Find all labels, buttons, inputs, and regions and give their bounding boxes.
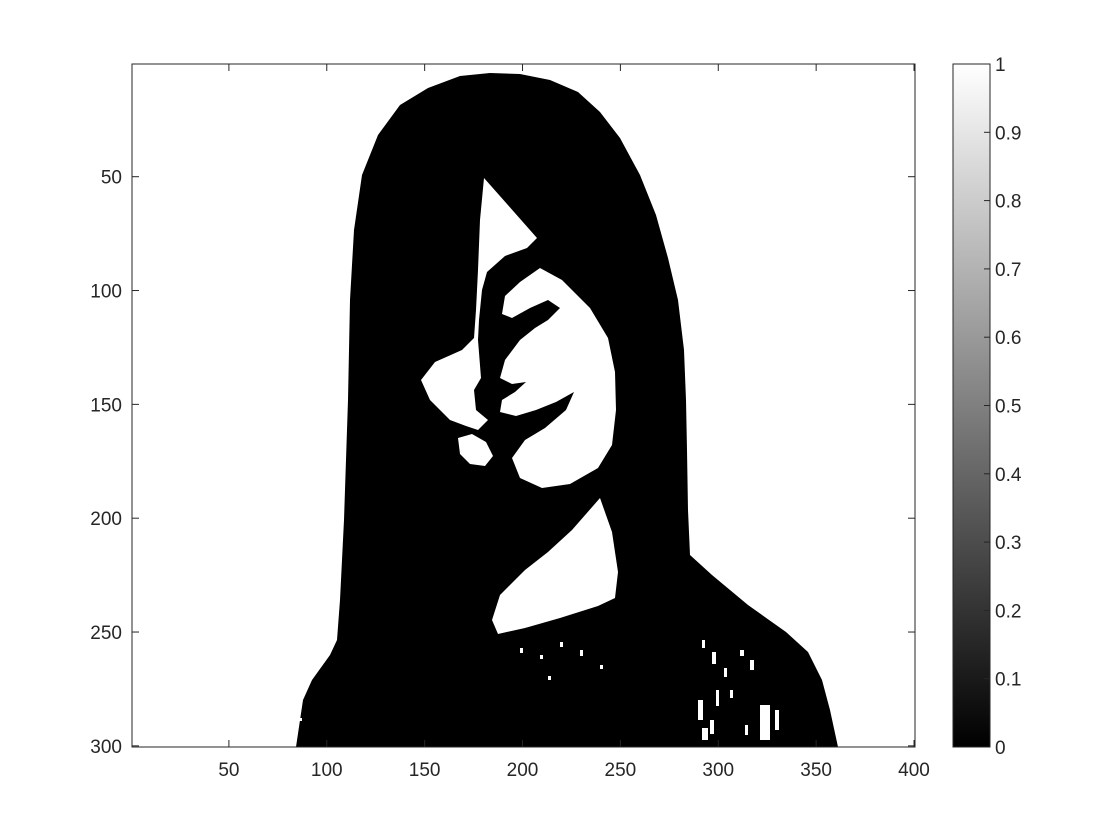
y-tick-label: 300 <box>90 737 122 758</box>
colorbar: 0 0.1 0.2 0.3 0.4 0.5 0.6 0.7 0.8 0.9 1 <box>952 55 1022 759</box>
image-neck <box>492 498 618 634</box>
colorbar-tick-label: 0.3 <box>995 533 1021 554</box>
colorbar-tick-label: 0.4 <box>995 465 1022 486</box>
x-tick-label: 350 <box>800 760 832 781</box>
image-speckles <box>290 640 779 740</box>
colorbar-ticks: 0 0.1 0.2 0.3 0.4 0.5 0.6 0.7 0.8 0.9 1 <box>984 55 1022 759</box>
x-tick-label: 200 <box>507 760 539 781</box>
x-tick-label: 100 <box>311 760 343 781</box>
x-axis: 50 100 150 200 250 300 350 400 <box>218 64 930 781</box>
y-tick-label: 100 <box>90 282 122 303</box>
y-tick-label: 50 <box>101 168 122 189</box>
x-tick-label: 300 <box>702 760 734 781</box>
image-plot <box>132 64 915 747</box>
y-axis: 50 100 150 200 250 300 <box>90 168 915 758</box>
colorbar-tick-label: 1 <box>995 55 1006 76</box>
x-tick-label: 400 <box>898 760 930 781</box>
y-tick-label: 150 <box>90 395 122 416</box>
x-tick-label: 150 <box>409 760 441 781</box>
colorbar-tick-label: 0.5 <box>995 397 1021 418</box>
axes-frame <box>131 63 916 748</box>
colorbar-tick-label: 0.7 <box>995 260 1021 281</box>
colorbar-tick-label: 0.1 <box>995 670 1021 691</box>
x-tick-label: 50 <box>218 760 239 781</box>
colorbar-tick-label: 0 <box>995 738 1006 759</box>
y-tick-label: 200 <box>90 509 122 530</box>
colorbar-tick-label: 0.9 <box>995 123 1021 144</box>
image-chin <box>458 434 493 466</box>
image-cheek <box>500 268 616 488</box>
colorbar-tick-label: 0.8 <box>995 192 1021 213</box>
colorbar-tick-label: 0.2 <box>995 601 1021 622</box>
x-tick-label: 250 <box>605 760 637 781</box>
colorbar-tick-label: 0.6 <box>995 328 1021 349</box>
y-tick-label: 250 <box>90 623 122 644</box>
colorbar-gradient <box>952 63 991 748</box>
image-face <box>421 178 537 430</box>
